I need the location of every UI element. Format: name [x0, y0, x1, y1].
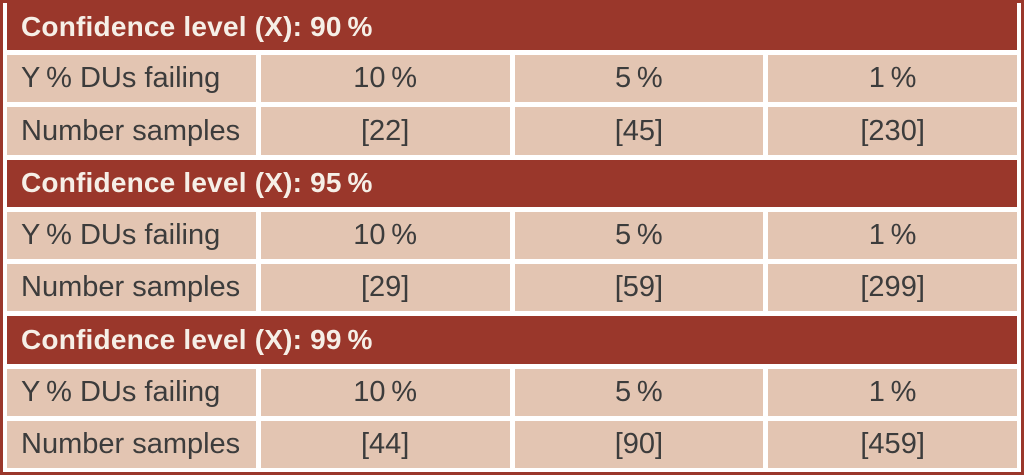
value-cell: [459] [768, 420, 1017, 468]
value-cell: [22] [260, 107, 510, 155]
value-cell: [59] [514, 264, 764, 312]
value-cell: [29] [260, 264, 510, 312]
value-cell: 10 % [260, 211, 510, 260]
value-cell: [45] [514, 107, 764, 155]
row-label: Y % DUs failing [7, 368, 256, 416]
value-cell: 5 % [514, 368, 764, 416]
du-failing-row-99: Y % DUs failing 10 % 5 % 1 % [7, 368, 1017, 416]
value-cell: 1 % [768, 368, 1017, 416]
value-cell: [44] [260, 420, 510, 468]
value-cell: [90] [514, 420, 764, 468]
row-label: Y % DUs failing [7, 211, 256, 260]
value-cell: [230] [768, 107, 1017, 155]
section-header-99: Confidence level (X): 99 % [7, 316, 1017, 364]
row-label: Number samples [7, 420, 256, 468]
value-cell: [299] [768, 264, 1017, 312]
row-label: Y % DUs failing [7, 55, 256, 103]
row-label: Number samples [7, 107, 256, 155]
value-cell: 10 % [260, 368, 510, 416]
value-cell: 1 % [768, 211, 1017, 260]
section-header-label: Confidence level (X): 99 % [21, 323, 373, 355]
section-header-label: Confidence level (X): 95 % [21, 167, 373, 199]
value-cell: 1 % [768, 55, 1017, 103]
value-cell: 10 % [260, 55, 510, 103]
number-samples-row-90: Number samples [22] [45] [230] [7, 107, 1017, 155]
row-label: Number samples [7, 264, 256, 312]
section-header-label: Confidence level (X): 90 % [21, 10, 373, 42]
value-cell: 5 % [514, 211, 764, 260]
du-failing-row-90: Y % DUs failing 10 % 5 % 1 % [7, 55, 1017, 103]
value-cell: 5 % [514, 55, 764, 103]
section-header-95: Confidence level (X): 95 % [7, 159, 1017, 207]
section-header-90: Confidence level (X): 90 % [7, 3, 1017, 51]
number-samples-row-95: Number samples [29] [59] [299] [7, 264, 1017, 312]
number-samples-row-99: Number samples [44] [90] [459] [7, 420, 1017, 468]
du-failing-row-95: Y % DUs failing 10 % 5 % 1 % [7, 211, 1017, 260]
